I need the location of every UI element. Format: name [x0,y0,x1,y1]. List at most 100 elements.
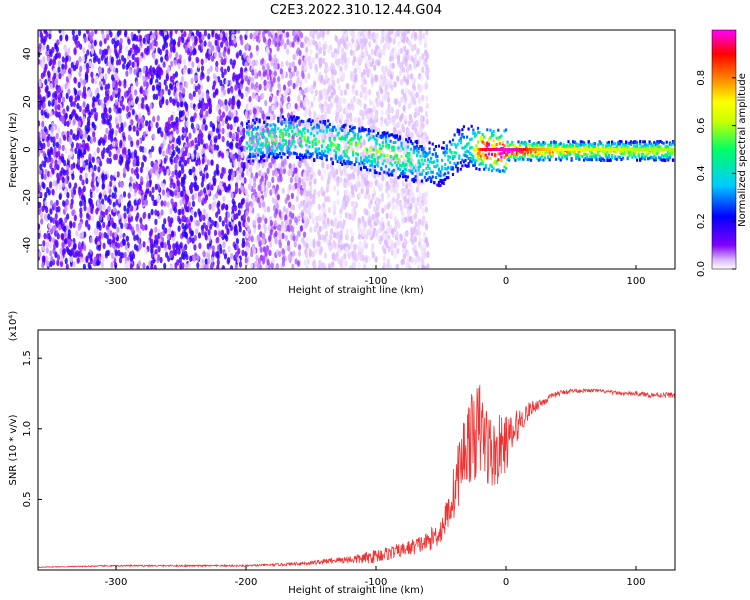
heatmap-cell [127,38,131,45]
heatmap-cell [228,221,232,228]
heatmap-cell [226,228,230,236]
heatmap-cell [82,185,86,193]
heatmap-cell [153,199,157,206]
heatmap-cell [106,157,110,164]
heatmap-cell [145,81,149,88]
heatmap-cell [360,90,364,97]
heatmap-cell [97,244,101,251]
heatmap-cell [158,167,162,174]
heatmap-cell [364,221,368,228]
heatmap-cell [379,182,383,189]
heatmap-cell [119,100,123,107]
heatmap-cell [162,150,166,157]
heatmap-cell [67,88,71,95]
heatmap-cell [228,168,232,176]
heatmap-cell [245,210,249,217]
heatmap-cell [74,251,78,258]
heatmap-cell [68,135,72,143]
heatmap-cell [93,256,97,263]
heatmap-cell [69,256,73,263]
heatmap-cell [57,66,61,73]
heatmap-cell [41,261,45,269]
heatmap-cell [321,162,325,169]
heatmap-cell [44,200,48,207]
heatmap-cell [149,168,153,175]
heatmap-cell [395,231,399,238]
heatmap-cell [112,140,116,148]
heatmap-cell [197,208,201,215]
heatmap-cell [217,244,221,252]
heatmap-cell [149,152,153,159]
heatmap-cell [50,157,54,165]
heatmap-cell [182,58,186,65]
heatmap-cell [291,162,295,169]
heatmap-cell [72,109,77,116]
heatmap-cell [137,198,142,205]
heatmap-cell [171,170,175,178]
heatmap-cell [85,127,89,134]
heatmap-cell [66,192,70,199]
heatmap-cell [209,121,213,128]
heatmap-cell [45,206,49,214]
heatmap-cell [96,199,100,206]
heatmap-cell [374,256,378,263]
heatmap-cell [289,176,293,184]
heatmap-cell [145,120,149,127]
heatmap-cell [201,124,205,131]
heatmap-cell [146,239,150,246]
heatmap-cell [202,118,206,125]
heatmap-cell [169,264,173,269]
heatmap-cell [49,260,53,267]
heatmap-cell [222,50,226,57]
heatmap-cell [277,229,281,237]
heatmap-cell [191,153,195,160]
heatmap-cell [58,137,62,144]
heatmap-cell [111,81,115,88]
heatmap-cell [253,73,257,80]
heatmap-cell [48,182,53,189]
heatmap-cell [39,99,44,106]
heatmap-cell [50,126,54,133]
heatmap-cell [129,176,133,183]
heatmap-cell [216,169,220,176]
heatmap-cell [403,195,407,202]
heatmap-cell [402,37,406,44]
heatmap-cell [271,104,275,112]
heatmap-cell [278,250,282,258]
heatmap-cell [175,244,179,251]
heatmap-cell [101,256,105,263]
heatmap-cell [337,84,341,91]
heatmap-cell [191,61,195,68]
heatmap-cell [386,42,390,49]
heatmap-cell [201,173,206,180]
heatmap-cell [44,111,48,119]
heatmap-cell [138,229,142,236]
heatmap-cell [200,214,204,221]
heatmap-cell [294,33,299,41]
heatmap-cell [215,66,219,73]
heatmap-cell [158,127,162,134]
heatmap-cell [282,84,287,91]
heatmap-cell [73,88,78,96]
heatmap-cell [129,93,133,101]
heatmap-cell [73,243,77,250]
heatmap-cell [114,72,118,79]
heatmap-cell [166,105,170,112]
heatmap-cell [287,103,291,111]
heatmap-cell [122,167,126,174]
heatmap-cell [222,202,226,210]
heatmap-cell [281,187,285,194]
heatmap-cell [157,34,161,41]
heatmap-cell [261,185,265,192]
heatmap-cell [46,44,50,51]
heatmap-cell [54,110,58,117]
heatmap-cell [225,40,229,47]
heatmap-cell [336,230,340,238]
heatmap-cell [161,165,165,172]
heatmap-cell [298,177,302,184]
heatmap-cell [86,49,90,56]
heatmap-cell [258,70,262,77]
heatmap-cell [255,94,259,102]
heatmap-cell [103,118,107,125]
heatmap-cell [224,216,228,223]
